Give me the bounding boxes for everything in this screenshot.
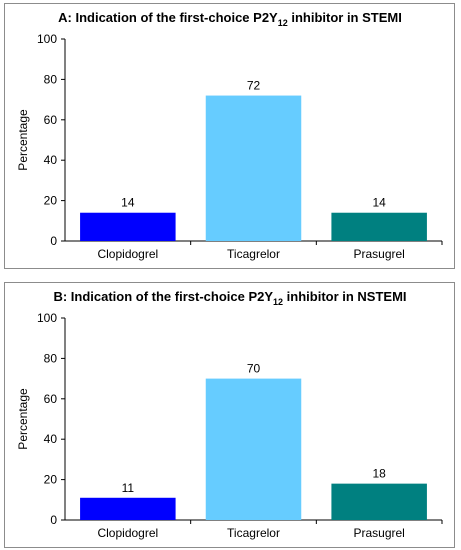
data-label-clopidogrel: 14 [121,196,135,210]
y-tick-label: 0 [50,513,57,527]
bar-ticagrelor [205,95,302,241]
data-label-ticagrelor: 72 [247,79,261,93]
bar-prasugrel [331,212,427,241]
category-label-prasugrel: Prasugrel [353,526,404,540]
y-tick-label: 20 [44,194,58,208]
category-label-ticagrelor: Ticagrelor [227,526,280,540]
y-tick-label: 80 [44,351,58,365]
category-label-clopidogrel: Clopidogrel [97,526,158,540]
bar-prasugrel [331,483,427,520]
data-label-prasugrel: 18 [372,467,386,481]
bar-ticagrelor [205,378,302,520]
category-label-ticagrelor: Ticagrelor [227,247,280,261]
chart-title-subscript: 12 [273,297,283,307]
y-axis-label: Percentage [16,109,30,171]
chart-title-suffix: inhibitor in STEMI [288,10,402,25]
chart-title-suffix: inhibitor in NSTEMI [283,289,407,304]
bar-clopidogrel [80,212,176,241]
chart-title-prefix: B: Indication of the first-choice P2Y [53,289,273,304]
y-tick-label: 80 [44,72,58,86]
data-label-ticagrelor: 70 [247,362,261,376]
bar-chart-nstemi: B: Indication of the first-choice P2Y12 … [16,289,443,540]
y-tick-label: 0 [50,234,57,248]
bar-clopidogrel [80,497,176,520]
y-tick-label: 40 [44,153,58,167]
y-tick-label: 60 [44,113,58,127]
chart-title-subscript: 12 [278,18,288,28]
chart-title: B: Indication of the first-choice P2Y12 … [53,289,406,307]
y-tick-label: 60 [44,392,58,406]
y-tick-label: 100 [37,311,57,325]
chart-panel-b: B: Indication of the first-choice P2Y12 … [4,282,455,548]
y-tick-label: 20 [44,473,58,487]
y-tick-label: 40 [44,432,58,446]
chart-title: A: Indication of the first-choice P2Y12 … [58,10,402,28]
y-tick-label: 100 [37,32,57,46]
bar-chart-stemi: A: Indication of the first-choice P2Y12 … [16,10,443,261]
chart-title-prefix: A: Indication of the first-choice P2Y [58,10,278,25]
category-label-prasugrel: Prasugrel [353,247,404,261]
y-axis-label: Percentage [16,388,30,450]
data-label-clopidogrel: 11 [122,481,135,495]
category-label-clopidogrel: Clopidogrel [97,247,158,261]
data-label-prasugrel: 14 [372,196,386,210]
chart-panel-a: A: Indication of the first-choice P2Y12 … [4,3,455,269]
